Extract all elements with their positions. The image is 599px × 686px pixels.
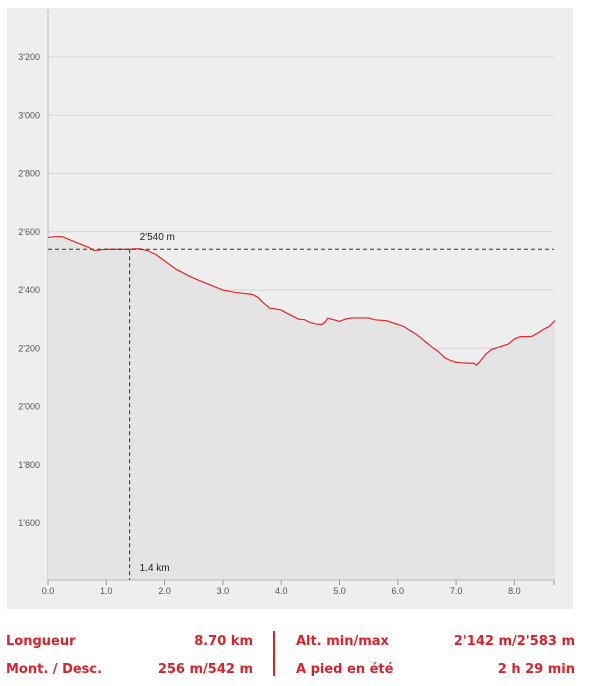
x-tick-label: 4.0 [275,586,288,596]
y-tick-label: 3'000 [18,110,40,120]
elevation-chart: 1'600 1'800 2'000 2'200 2'400 2'600 2'800 3'000… [18,9,556,596]
y-tick-label: 2'800 [18,169,40,179]
length-value: 8.70 km [194,634,253,649]
elevation-chart-panel: 1'600 1'800 2'000 2'200 2'400 2'600 2'800 3'000… [7,8,573,609]
x-tick-label: 6.0 [392,586,405,596]
x-tick-label: 5.0 [333,586,346,596]
alt-label: Alt. min/max [296,634,389,649]
time-label: A pied en été [296,662,394,677]
x-tick-label: 7.0 [450,586,463,596]
elevation-line [47,236,556,366]
marker-distance-label: 1.4 km [140,563,170,574]
y-tick-label: 2'200 [18,343,40,353]
x-tick-label: 0.0 [42,586,55,596]
x-tick-label: 3.0 [217,586,230,596]
ascent-value: 256 m/542 m [157,662,253,677]
x-tick-label: 2.0 [158,586,171,596]
y-tick-label: 3'200 [18,52,40,62]
x-tick-label: 1.0 [100,586,113,596]
y-tick-label: 2'000 [18,402,40,412]
time-value: 2 h 29 min [497,662,575,677]
x-tick-label: 8.0 [508,586,521,596]
y-tick-label: 1'600 [18,518,40,528]
y-tick-label: 2'400 [18,285,40,295]
stats-divider [273,631,275,676]
elevation-area [48,236,556,581]
alt-value: 2'142 m/2'583 m [453,634,575,649]
y-tick-label: 2'600 [18,227,40,237]
length-label: Longueur [6,634,76,649]
ascent-label: Mont. / Desc. [6,662,103,677]
y-tick-label: 1'800 [18,460,40,470]
marker-elevation-label: 2'540 m [140,232,175,243]
